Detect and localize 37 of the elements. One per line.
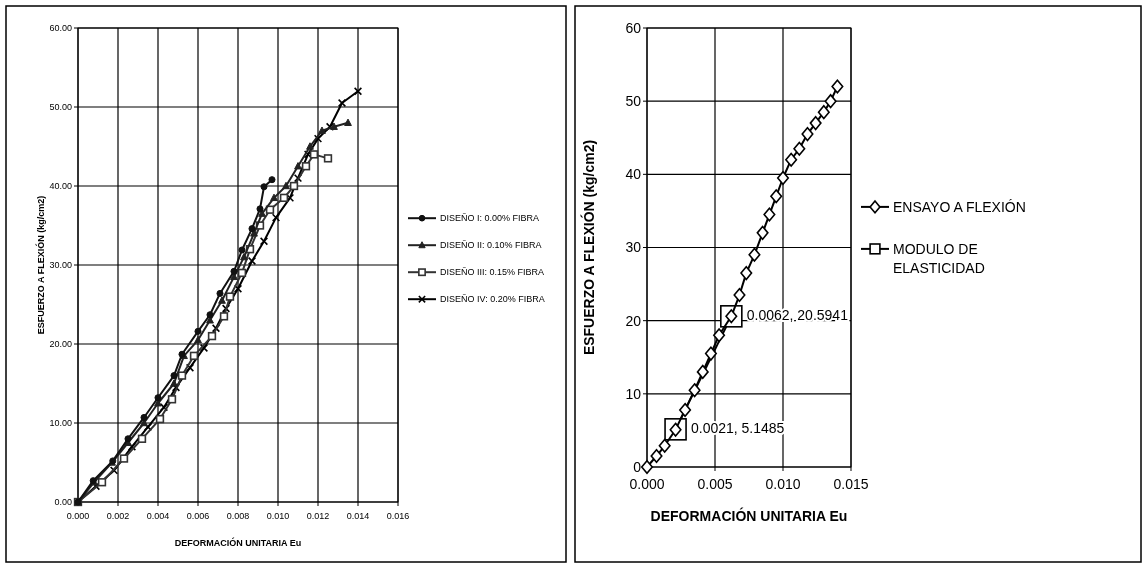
y-tick-label: 0 — [633, 458, 642, 475]
y-tick-label: 0.00 — [54, 497, 72, 508]
y-tick-label: 50.00 — [49, 102, 72, 113]
y-tick-label: 10 — [625, 385, 642, 402]
x-tick-label: 0.004 — [146, 511, 170, 521]
x-tick-label: 0.010 — [765, 476, 801, 492]
legend-label: DISEÑO IV: 0.20% FIBRA — [440, 294, 545, 305]
x-tick-label: 0.016 — [386, 511, 410, 521]
legend-label: DISEÑO III: 0.15% FIBRA — [440, 267, 545, 278]
x-tick-label: 0.015 — [833, 476, 869, 492]
y-tick-label: 60.00 — [49, 23, 72, 34]
y-tick-label: 20 — [625, 312, 642, 329]
y-tick-label: 50 — [625, 93, 642, 110]
x-tick-label: 0.005 — [697, 476, 733, 492]
x-tick-label: 0.014 — [346, 511, 370, 521]
y-tick-label: 30.00 — [49, 260, 72, 271]
y-tick-label: 30 — [625, 239, 642, 256]
y-axis-title: ESFUERZO A FLEXIÓN (kg/cm2) — [34, 195, 46, 335]
y-tick-label: 40 — [625, 166, 642, 183]
y-axis-title: ESFUERZO A FLEXIÓN (kg/cm2) — [579, 139, 597, 356]
x-tick-label: 0.000 — [629, 476, 665, 492]
legend-label: DISEÑO I: 0.00% FIBRA — [440, 213, 540, 224]
x-tick-label: 0.012 — [306, 511, 330, 521]
y-tick-label: 40.00 — [49, 181, 72, 192]
y-tick-label: 20.00 — [49, 339, 72, 350]
x-tick-label: 0.006 — [186, 511, 210, 521]
x-tick-label: 0.002 — [106, 511, 130, 521]
x-tick-label: 0.000 — [66, 511, 90, 521]
x-tick-label: 0.010 — [266, 511, 290, 521]
x-axis-title: DEFORMACIÓN UNITARIA Eu — [650, 507, 848, 524]
y-tick-label: 60 — [625, 19, 642, 36]
legend-label: DISEÑO II: 0.10% FIBRA — [440, 240, 542, 251]
legend-label: MODULO DE ELASTICIDAD — [893, 240, 985, 277]
x-tick-label: 0.008 — [226, 511, 250, 521]
legend-label: ENSAYO A FLEXIÓN — [893, 198, 1026, 215]
x-axis-title: DEFORMACIÓN UNITARIA Eu — [174, 537, 302, 548]
y-tick-label: 10.00 — [49, 418, 72, 429]
